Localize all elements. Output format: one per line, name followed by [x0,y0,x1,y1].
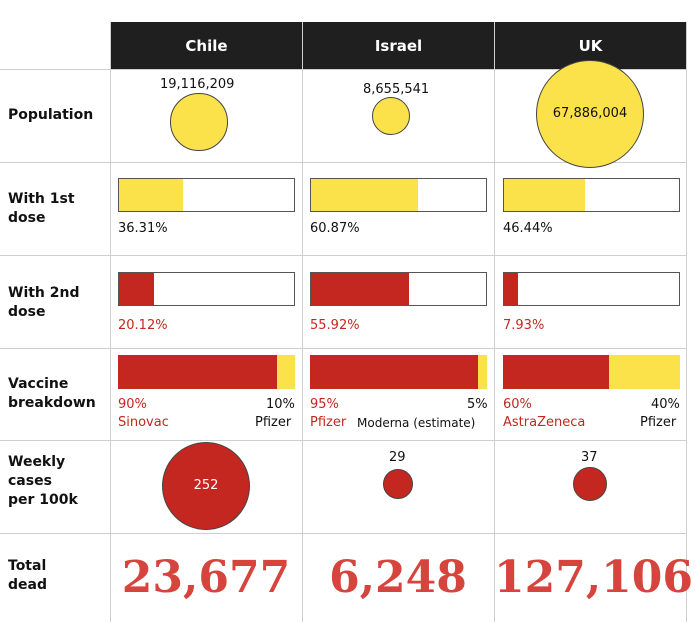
row-label-weekly-cases: Weekly cases per 100k [8,454,78,508]
cases-label-chile: 252 [193,478,219,493]
grid-line [0,533,687,534]
population-circle-chile [170,93,228,151]
vaccine-segment-primary [310,355,479,389]
grid-line [0,255,687,256]
vaccine-primary-pct-chile: 90% [118,397,147,412]
population-label-israel: 8,655,541 [363,82,430,97]
population-circle-uk: 67,886,004 [536,60,644,168]
vaccine-primary-pct-israel: 95% [310,397,339,412]
vaccine-primary-name-israel: Pfizer [310,415,347,430]
first-dose-fill-chile [119,179,183,211]
second-dose-label-chile: 20.12% [118,318,168,333]
vaccine-segment-primary [503,355,610,389]
vaccine-segment-secondary [478,355,487,389]
grid-line [0,69,687,70]
cases-circle-israel [383,469,413,499]
grid-line [302,22,303,622]
vaccine-segment-secondary [609,355,680,389]
column-header-chile: Chile [111,22,302,69]
population-label-chile: 19,116,209 [160,77,235,92]
second-dose-fill-uk [504,273,518,305]
vaccine-secondary-name-israel: Moderna (estimate) [357,416,476,430]
row-label-population: Population [8,107,94,123]
total-dead-israel: 6,248 [329,552,467,603]
vaccine-secondary-pct-uk: 40% [651,397,680,412]
vaccine-segment-primary [118,355,278,389]
row-label-vaccine-breakdown: Vaccine breakdown [8,376,96,411]
vaccine-bar-israel [310,355,487,389]
grid-line [0,440,687,441]
vaccine-bar-uk [503,355,680,389]
row-label-first-dose: With 1st dose [8,191,75,226]
grid-line [686,22,687,622]
vaccine-bar-chile [118,355,295,389]
second-dose-bar-israel [310,272,487,306]
first-dose-fill-uk [504,179,586,211]
cases-circle-uk [573,467,607,501]
vaccine-secondary-name-uk: Pfizer [640,415,677,430]
grid-line [0,162,687,163]
vaccine-primary-pct-uk: 60% [503,397,532,412]
first-dose-label-chile: 36.31% [118,221,168,236]
second-dose-label-israel: 55.92% [310,318,360,333]
vaccine-secondary-pct-israel: 5% [467,397,488,412]
total-dead-uk: 127,106 [494,552,694,603]
first-dose-bar-uk [503,178,680,212]
vaccine-primary-name-uk: AstraZeneca [503,415,586,430]
first-dose-fill-israel [311,179,418,211]
first-dose-label-israel: 60.87% [310,221,360,236]
cases-label-uk: 37 [581,450,598,465]
vaccine-segment-secondary [277,355,295,389]
first-dose-bar-chile [118,178,295,212]
vaccine-primary-name-chile: Sinovac [118,415,169,430]
first-dose-bar-israel [310,178,487,212]
population-label-uk: 67,886,004 [552,106,628,121]
second-dose-bar-chile [118,272,295,306]
row-label-total-dead: Total dead [8,558,47,593]
grid-line [494,22,495,622]
second-dose-bar-uk [503,272,680,306]
vaccine-secondary-name-chile: Pfizer [255,415,292,430]
total-dead-chile: 23,677 [121,552,291,603]
cases-label-israel: 29 [389,450,406,465]
second-dose-fill-israel [311,273,409,305]
row-label-second-dose: With 2nd dose [8,285,80,320]
vaccine-secondary-pct-chile: 10% [266,397,295,412]
population-circle-israel [371,96,411,136]
cases-circle-chile: 252 [162,442,250,530]
column-header-israel: Israel [303,22,494,69]
first-dose-label-uk: 46.44% [503,221,553,236]
second-dose-fill-chile [119,273,155,305]
grid-line [0,348,687,349]
second-dose-label-uk: 7.93% [503,318,545,333]
grid-line [110,22,111,622]
